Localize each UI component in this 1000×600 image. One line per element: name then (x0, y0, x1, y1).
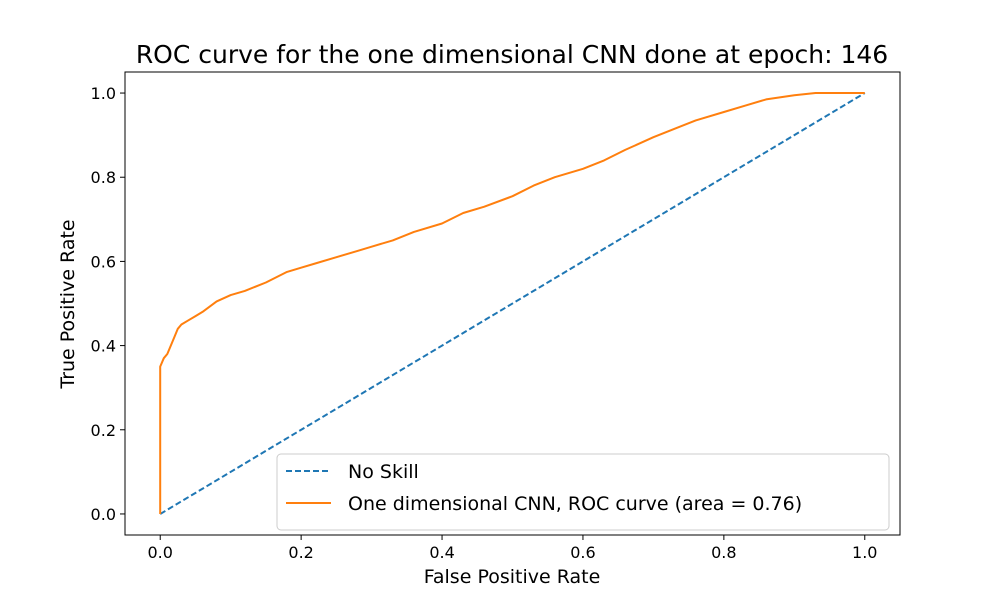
y-tick-label: 0.8 (91, 168, 116, 187)
x-tick-label: 0.8 (711, 543, 736, 562)
x-axis-label: False Positive Rate (424, 566, 601, 588)
legend-label-cnn: One dimensional CNN, ROC curve (area = 0… (348, 493, 802, 515)
series-line-no-skill (159, 92, 866, 515)
y-tick-label: 0.2 (91, 421, 116, 440)
x-tick-label: 0.6 (570, 543, 595, 562)
axis-ticks: 0.0 0.2 0.4 0.6 0.8 1.0 0.0 0.2 0.4 0.6 0.8 1.0 (91, 84, 878, 562)
plot-area (159, 92, 866, 515)
plot-frame (124, 71, 901, 536)
x-tick-label: 0.0 (148, 543, 173, 562)
y-tick-label: 1.0 (91, 84, 116, 103)
x-tick-label: 0.4 (429, 543, 454, 562)
y-tick-label: 0.4 (91, 337, 116, 356)
series-line-cnn-roc (159, 92, 865, 514)
x-tick-label: 1.0 (852, 543, 877, 562)
legend-label-no-skill: No Skill (348, 461, 419, 483)
y-axis-label: True Positive Rate (57, 219, 79, 389)
x-tick-label: 0.2 (288, 543, 313, 562)
chart-title: ROC curve for the one dimensional CNN do… (136, 40, 888, 69)
y-tick-label: 0.6 (91, 252, 116, 271)
legend: No Skill One dimensional CNN, ROC curve … (276, 453, 890, 531)
y-tick-label: 0.0 (91, 505, 116, 524)
legend-box (276, 453, 890, 531)
